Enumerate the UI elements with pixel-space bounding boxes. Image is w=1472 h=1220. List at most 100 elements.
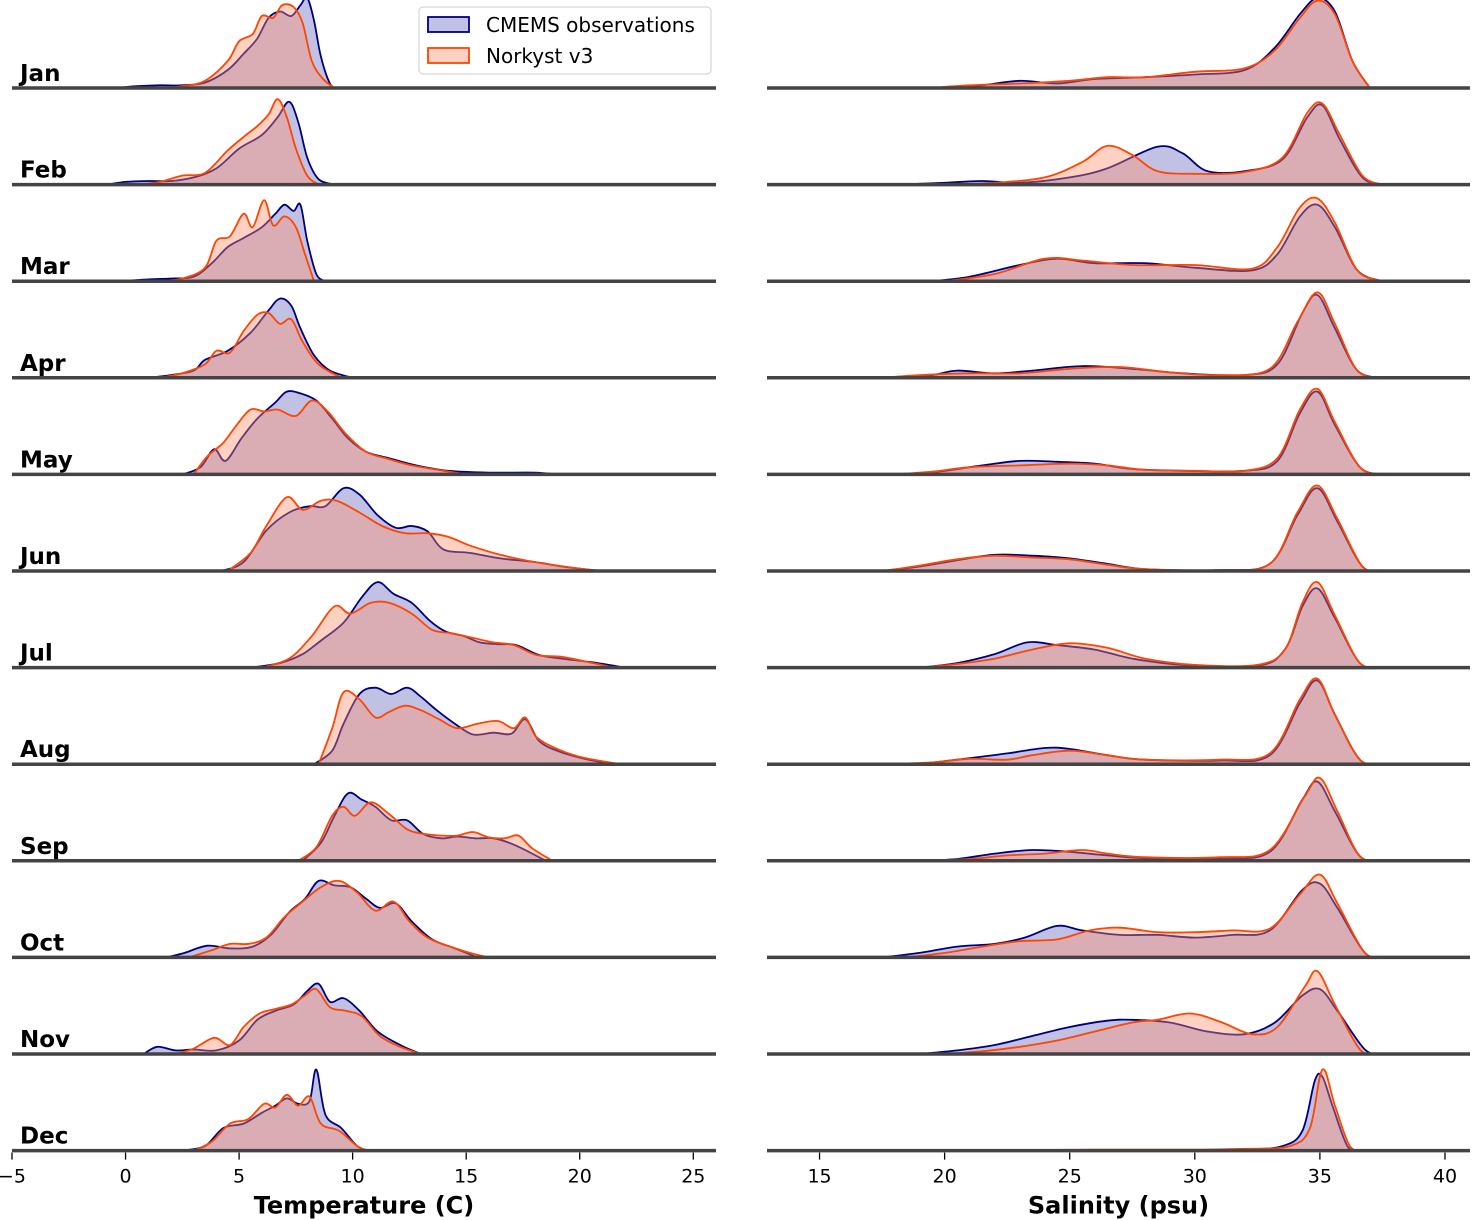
ridge-row-mar: Mar — [12, 199, 716, 283]
cmems-density-area — [882, 488, 1383, 572]
x-tick-label: 10 — [341, 1166, 365, 1188]
ridge-row-dec: Dec — [12, 1068, 716, 1153]
month-label: Jun — [18, 544, 61, 570]
cmems-density-area — [107, 101, 335, 185]
x-tick-label: 15 — [454, 1166, 478, 1188]
cmems-density-area — [882, 882, 1385, 958]
norkyst-density-line — [297, 801, 553, 862]
norkyst-density-area — [944, 102, 1383, 185]
norkyst-density-area — [932, 0, 1370, 89]
cmems-density-area — [182, 391, 558, 475]
norkyst-density-line — [932, 0, 1371, 89]
ridge-row-mar — [767, 196, 1470, 283]
ridge-row-oct: Oct — [12, 879, 716, 960]
norkyst-density-line — [944, 196, 1383, 283]
cmems-density-area — [302, 792, 546, 861]
month-label: Feb — [20, 158, 67, 184]
norkyst-density-area — [907, 874, 1385, 959]
x-tick-label: 30 — [1183, 1166, 1207, 1188]
norkyst-density-line — [193, 1093, 369, 1152]
norkyst-density-area — [193, 400, 467, 475]
ridge-row-jun: Jun — [12, 486, 716, 573]
cmems-density-line — [118, 202, 326, 283]
cmems-density-line — [220, 486, 603, 572]
ridge-row-nov — [767, 969, 1470, 1056]
norkyst-density-line — [136, 98, 320, 186]
norkyst-density-line — [894, 387, 1383, 476]
cmems-density-area — [314, 687, 614, 765]
ridge-row-aug — [767, 677, 1470, 766]
cmems-density-line — [148, 297, 353, 379]
ridge-row-jan: Jan — [12, 0, 716, 90]
norkyst-density-area — [882, 485, 1383, 572]
cmems-density-line — [313, 686, 614, 766]
norkyst-density-area — [298, 802, 553, 861]
ridge-row-jul: Jul — [12, 581, 716, 670]
norkyst-density-line — [175, 987, 422, 1055]
norkyst-density-area — [193, 1094, 369, 1151]
temperature-panel: Jan Feb Mar Apr May Jun Jul Aug Sep Oct Nov Dec −5 0 5… — [0, 0, 716, 1220]
norkyst-density-line — [944, 101, 1383, 186]
ridge-row-sep — [767, 776, 1470, 863]
month-label: May — [20, 447, 73, 473]
norkyst-density-line — [317, 689, 621, 766]
norkyst-density-area — [882, 678, 1383, 765]
cmems-density-area — [894, 294, 1383, 378]
cmems-density-line — [919, 587, 1383, 670]
x-axis: −5 0 5 10 15 20 25 Temperature (C) — [0, 1152, 705, 1220]
cmems-density-area — [907, 391, 1383, 475]
ridge-row-apr — [767, 291, 1470, 380]
cmems-density-area — [250, 582, 626, 668]
norkyst-density-area — [882, 292, 1383, 378]
norkyst-density-line — [882, 677, 1383, 766]
legend-swatch — [427, 16, 470, 33]
month-label: Dec — [20, 1124, 68, 1150]
cmems-density-area — [166, 880, 478, 958]
x-tick-label: 35 — [1308, 1166, 1332, 1188]
cmems-density-area — [944, 0, 1370, 88]
norkyst-density-area — [136, 99, 319, 185]
norkyst-density-area — [159, 200, 314, 282]
cmems-density-area — [182, 1069, 369, 1151]
ridge-row-nov: Nov — [12, 982, 716, 1056]
norkyst-density-area — [894, 388, 1383, 475]
cmems-density-line — [881, 881, 1386, 959]
legend: CMEMS observations Norkyst v3 — [418, 6, 712, 75]
norkyst-density-line — [919, 581, 1383, 670]
ridge-row-jul — [767, 581, 1470, 670]
cmems-density-area — [894, 104, 1383, 185]
norkyst-density-line — [906, 873, 1386, 960]
cmems-density-area — [932, 204, 1383, 282]
x-tick-label: 25 — [1058, 1166, 1082, 1188]
cmems-density-area — [1194, 1073, 1360, 1151]
cmems-density-line — [944, 0, 1371, 89]
month-label: Aug — [20, 737, 71, 763]
norkyst-density-line — [159, 3, 336, 89]
norkyst-density-line — [188, 879, 490, 959]
x-tick-label: 40 — [1433, 1166, 1457, 1188]
legend-entry: Norkyst v3 — [486, 44, 593, 68]
norkyst-density-area — [189, 880, 489, 958]
cmems-density-area — [148, 298, 353, 378]
legend-swatch — [427, 47, 470, 64]
norkyst-density-area — [318, 690, 621, 765]
cmems-density-area — [919, 680, 1383, 765]
ridge-row-oct — [767, 873, 1470, 960]
x-tick-label: 20 — [933, 1166, 957, 1188]
x-tick-label: −5 — [0, 1166, 26, 1188]
cmems-density-area — [114, 0, 337, 88]
ridge-row-apr: Apr — [12, 297, 716, 380]
norkyst-density-area — [944, 197, 1383, 282]
x-axis: 15 20 25 30 35 40 Salinity (psu) — [807, 1152, 1457, 1220]
ridge-row-may: May — [12, 390, 716, 477]
norkyst-density-area — [261, 601, 614, 668]
ridge-row-jan — [767, 0, 1470, 90]
norkyst-density-line — [944, 969, 1378, 1056]
cmems-density-area — [220, 487, 603, 571]
cmems-density-area — [118, 203, 326, 282]
ridge-row-sep: Sep — [12, 791, 716, 863]
legend-entry: CMEMS observations — [486, 13, 695, 37]
x-axis-title: Salinity (psu) — [1028, 1192, 1209, 1220]
legend-box — [418, 6, 712, 75]
x-tick-label: 25 — [681, 1166, 705, 1188]
